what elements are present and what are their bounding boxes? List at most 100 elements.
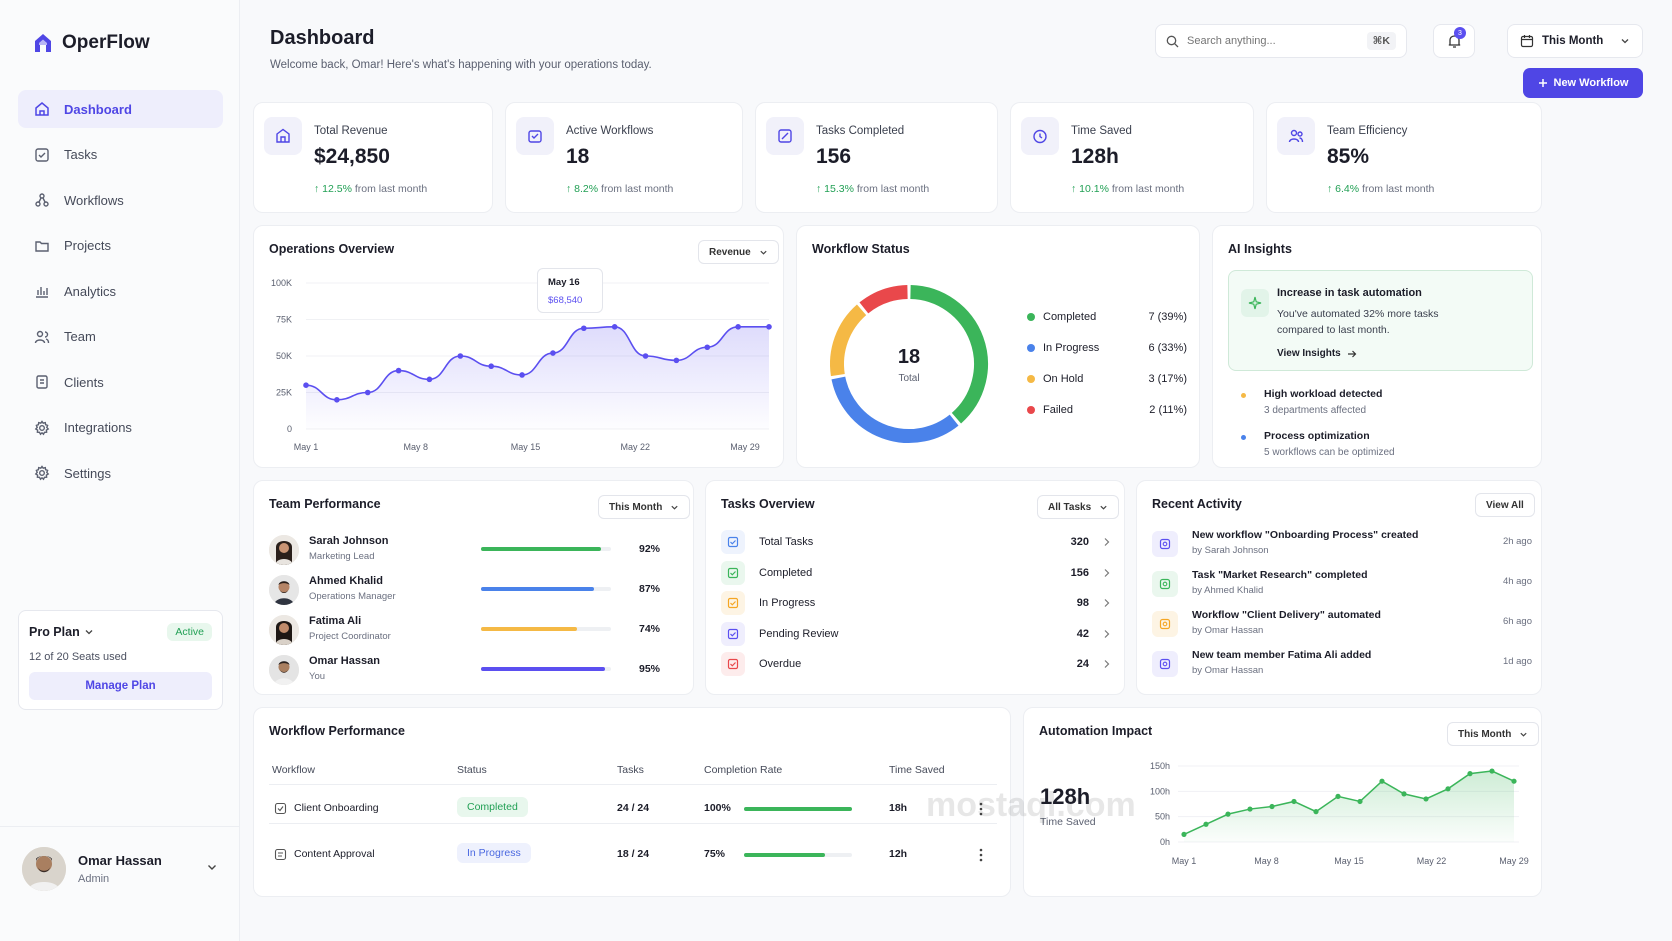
search-input[interactable] bbox=[1187, 35, 1359, 47]
member-percent: 74% bbox=[639, 623, 661, 635]
progress-fill bbox=[744, 853, 825, 857]
document-icon bbox=[274, 848, 287, 861]
y-tick-label: 100K bbox=[271, 278, 292, 288]
team-member-row[interactable]: Omar Hassan You 95% bbox=[269, 655, 669, 695]
sidebar-item-workflows[interactable]: Workflows bbox=[18, 181, 223, 219]
workflow-name: Client Onboarding bbox=[294, 802, 379, 814]
sidebar-item-team[interactable]: Team bbox=[18, 318, 223, 356]
sidebar-item-analytics[interactable]: Analytics bbox=[18, 272, 223, 310]
period-dropdown[interactable]: This Month bbox=[598, 495, 691, 519]
data-point bbox=[303, 382, 309, 388]
data-point bbox=[488, 363, 494, 370]
chevron-down-icon[interactable] bbox=[206, 861, 218, 873]
activity-item[interactable]: Workflow "Client Delivery" automated by O… bbox=[1152, 609, 1532, 649]
task-count: 42 bbox=[1076, 627, 1089, 640]
task-row[interactable]: Completed 156 bbox=[721, 558, 1111, 588]
view-insights-link[interactable]: View Insights bbox=[1277, 348, 1357, 359]
workflow-icon bbox=[35, 193, 49, 207]
link-label: View Insights bbox=[1277, 348, 1341, 359]
card-title: Automation Impact bbox=[1039, 724, 1153, 738]
period-dropdown[interactable]: This Month bbox=[1447, 722, 1540, 746]
legend-item-failed: Failed 2 (11%) bbox=[1027, 404, 1187, 416]
data-point bbox=[334, 397, 340, 403]
task-row[interactable]: Total Tasks 320 bbox=[721, 527, 1111, 557]
gear-icon bbox=[34, 465, 50, 481]
member-name: Sarah Johnson bbox=[309, 535, 389, 547]
period-selector[interactable]: This Month bbox=[1507, 24, 1643, 58]
task-row[interactable]: Overdue 24 bbox=[721, 649, 1111, 679]
notifications-button[interactable]: 3 bbox=[1433, 24, 1475, 58]
team-member-row[interactable]: Fatima Ali Project Coordinator 74% bbox=[269, 615, 669, 655]
task-filter-dropdown[interactable]: All Tasks bbox=[1037, 495, 1120, 519]
task-row[interactable]: In Progress 98 bbox=[721, 588, 1111, 618]
search-icon bbox=[1166, 35, 1179, 47]
member-role: You bbox=[309, 671, 326, 682]
activity-title: New team member Fatima Ali added bbox=[1192, 649, 1372, 661]
stat-change-suffix: from last month bbox=[1362, 183, 1435, 195]
x-tick-label: May 15 bbox=[511, 442, 541, 452]
row-divider bbox=[269, 823, 997, 824]
dropdown-label: This Month bbox=[609, 501, 663, 513]
sidebar-item-label: Team bbox=[64, 329, 96, 344]
sidebar-item-settings[interactable]: Settings bbox=[18, 454, 223, 492]
donut-slice-completed bbox=[910, 285, 988, 424]
legend-item-in-progress: In Progress 6 (33%) bbox=[1027, 342, 1187, 354]
sidebar-item-tasks[interactable]: Tasks bbox=[18, 136, 223, 174]
activity-item[interactable]: New team member Fatima Ali added by Omar … bbox=[1152, 649, 1532, 689]
view-all-button[interactable]: View All bbox=[1475, 493, 1535, 517]
more-icon[interactable] bbox=[979, 802, 983, 816]
search-box[interactable]: ⌘K bbox=[1155, 24, 1407, 58]
task-count: 24 bbox=[1076, 658, 1089, 670]
activity-item[interactable]: New workflow "Onboarding Process" create… bbox=[1152, 529, 1532, 569]
app-logo[interactable]: OperFlow bbox=[32, 32, 150, 54]
team-member-row[interactable]: Sarah Johnson Marketing Lead 92% bbox=[269, 535, 669, 575]
manage-plan-button[interactable]: Manage Plan bbox=[29, 672, 212, 700]
sidebar-item-label: Integrations bbox=[64, 420, 132, 435]
legend-value: 7 (39%) bbox=[1148, 311, 1187, 323]
task-count: 98 bbox=[1076, 597, 1089, 609]
table-row[interactable]: Content Approval In Progress 18 / 24 75%… bbox=[254, 832, 1012, 878]
data-point bbox=[1313, 809, 1319, 815]
sidebar-item-dashboard[interactable]: Dashboard bbox=[18, 90, 223, 128]
plan-selector[interactable]: Pro Plan bbox=[29, 625, 94, 639]
legend-label: On Hold bbox=[1043, 373, 1084, 385]
sidebar-item-projects[interactable]: Projects bbox=[18, 227, 223, 265]
data-point bbox=[1181, 831, 1187, 837]
progress-fill bbox=[481, 547, 601, 551]
x-tick-label: May 8 bbox=[403, 442, 428, 452]
user-role: Admin bbox=[78, 873, 110, 885]
activity-title: Task "Market Research" completed bbox=[1192, 569, 1368, 581]
task-count: 156 bbox=[1070, 566, 1089, 579]
task-row[interactable]: Pending Review 42 bbox=[721, 619, 1111, 649]
progress-fill bbox=[744, 807, 852, 811]
column-header: Completion Rate bbox=[704, 764, 783, 776]
activity-item[interactable]: Task "Market Research" completed by Ahmed… bbox=[1152, 569, 1532, 609]
table-row[interactable]: Client Onboarding Completed 24 / 24 100%… bbox=[254, 786, 1012, 832]
ai-insights-card: AI Insights Increase in task automation … bbox=[1212, 225, 1542, 468]
chevron-down-icon bbox=[85, 630, 93, 635]
chevron-right-icon bbox=[1104, 660, 1110, 668]
data-point bbox=[1445, 786, 1451, 792]
chevron-right-icon bbox=[1104, 568, 1110, 577]
sidebar-item-integrations[interactable]: Integrations bbox=[18, 409, 223, 447]
y-tick-label: 25K bbox=[276, 388, 292, 398]
progress-bar bbox=[481, 627, 611, 631]
stat-change-suffix: from last month bbox=[601, 183, 674, 195]
metric-dropdown[interactable]: Revenue bbox=[698, 240, 779, 264]
legend-label: Failed bbox=[1043, 404, 1073, 416]
user-profile[interactable]: Omar Hassan Admin bbox=[0, 826, 240, 941]
stat-change-suffix: from last month bbox=[1111, 183, 1185, 195]
folder-icon bbox=[35, 240, 49, 252]
alert-workload[interactable]: High workload detected 3 departments affe… bbox=[1241, 388, 1382, 416]
more-icon[interactable] bbox=[979, 848, 983, 862]
progress-bar bbox=[481, 587, 611, 591]
dropdown-label: All Tasks bbox=[1048, 501, 1092, 513]
stat-card-efficiency: Team Efficiency 85% ↑ 6.4% from last mon… bbox=[1266, 102, 1542, 213]
users-icon bbox=[34, 330, 50, 343]
sidebar-item-clients[interactable]: Clients bbox=[18, 363, 223, 401]
y-tick-label: 0 bbox=[287, 424, 292, 434]
avatar bbox=[269, 575, 299, 605]
new-workflow-button[interactable]: New Workflow bbox=[1523, 68, 1643, 98]
alert-optimization[interactable]: Process optimization 5 workflows can be o… bbox=[1241, 430, 1395, 458]
team-member-row[interactable]: Ahmed Khalid Operations Manager 87% bbox=[269, 575, 669, 615]
